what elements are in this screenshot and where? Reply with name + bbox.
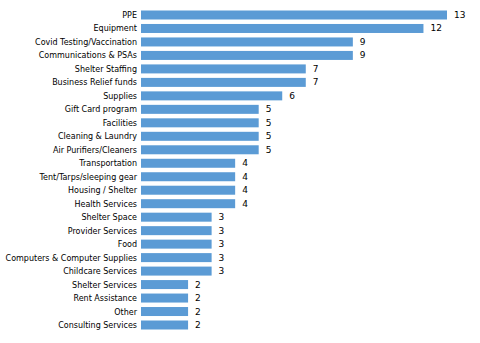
labels: PPE 13 Equipment 12 Covid Testing/Vaccinatio… — [6, 10, 466, 330]
category-label: Other — [114, 308, 137, 317]
category-label: Shelter Space — [81, 213, 137, 222]
bar — [141, 159, 235, 168]
data-label: 4 — [242, 172, 248, 182]
data-label: 12 — [430, 23, 441, 33]
bar — [141, 78, 306, 87]
category-label: Equipment — [94, 24, 137, 33]
category-label: Supplies — [103, 92, 137, 101]
category-label: Shelter Staffing — [75, 65, 137, 74]
data-label: 5 — [266, 131, 272, 141]
category-label: Shelter Services — [72, 281, 137, 290]
data-label: 5 — [266, 118, 272, 128]
data-label: 2 — [195, 280, 201, 290]
bar — [141, 280, 188, 289]
category-label: Facilities — [103, 119, 137, 128]
data-label: 3 — [219, 266, 225, 276]
category-label: PPE — [122, 11, 137, 20]
category-label: Covid Testing/Vaccination — [35, 38, 137, 47]
category-label: Transportation — [78, 159, 137, 168]
bar — [141, 294, 188, 303]
category-label: Cleaning & Laundry — [58, 132, 137, 141]
data-label: 13 — [454, 10, 465, 20]
bar — [141, 105, 259, 114]
data-label: 3 — [219, 239, 225, 249]
data-label: 7 — [313, 64, 319, 74]
data-label: 9 — [360, 50, 366, 60]
category-label: Health Services — [74, 200, 137, 209]
bar — [141, 37, 353, 46]
bar — [141, 240, 212, 249]
category-label: Air Purifiers/Cleaners — [53, 146, 137, 155]
data-label: 5 — [266, 145, 272, 155]
category-label: Provider Services — [68, 227, 137, 236]
bar — [141, 91, 282, 100]
data-label: 5 — [266, 104, 272, 114]
category-label: Consulting Services — [58, 321, 137, 330]
data-label: 3 — [219, 253, 225, 263]
bar — [141, 11, 447, 20]
bar — [141, 172, 235, 181]
category-label: Tent/Tarps/sleeping gear — [39, 173, 138, 182]
category-label: Childcare Services — [63, 267, 137, 276]
category-label: Communications & PSAs — [39, 51, 137, 60]
bar — [141, 321, 188, 330]
bar — [141, 24, 423, 33]
data-label: 3 — [219, 212, 225, 222]
category-label: Housing / Shelter — [68, 186, 138, 195]
data-label: 9 — [360, 37, 366, 47]
chart-container: PPE 13 Equipment 12 Covid Testing/Vaccinatio… — [0, 0, 480, 343]
data-label: 4 — [242, 185, 248, 195]
category-label: Food — [118, 240, 137, 249]
bar — [141, 213, 212, 222]
bar — [141, 132, 259, 141]
bar — [141, 64, 306, 73]
category-label: Gift Card program — [65, 105, 137, 114]
data-label: 4 — [242, 199, 248, 209]
category-label: Business Relief funds — [52, 78, 137, 87]
bar — [141, 51, 353, 60]
bar — [141, 118, 259, 127]
data-label: 7 — [313, 77, 319, 87]
data-label: 2 — [195, 320, 201, 330]
bar — [141, 226, 212, 235]
data-label: 2 — [195, 307, 201, 317]
bars — [141, 11, 447, 330]
chart-svg: PPE 13 Equipment 12 Covid Testing/Vaccinatio… — [0, 0, 480, 343]
data-label: 6 — [289, 91, 295, 101]
bar — [141, 145, 259, 154]
category-label: Computers & Computer Supplies — [6, 254, 137, 263]
bar — [141, 199, 235, 208]
data-label: 2 — [195, 293, 201, 303]
bar — [141, 186, 235, 195]
category-label: Rent Assistance — [74, 294, 138, 303]
bar — [141, 307, 188, 316]
bar — [141, 267, 212, 276]
data-label: 3 — [219, 226, 225, 236]
data-label: 4 — [242, 158, 248, 168]
bar — [141, 253, 212, 262]
